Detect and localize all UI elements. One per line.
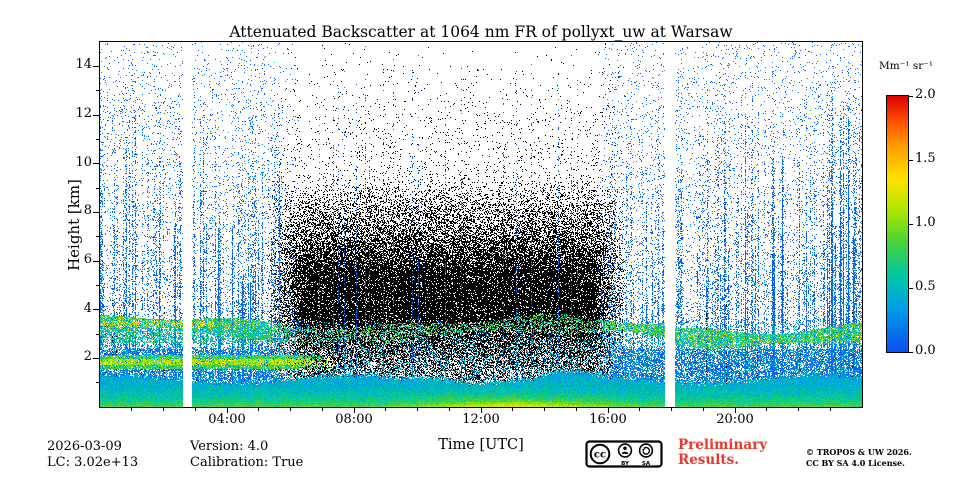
x-minor-tick-mark <box>163 408 164 411</box>
x-minor-tick-mark <box>512 408 514 411</box>
preliminary-note-line2: Results. <box>678 452 739 468</box>
y-minor-tick-mark <box>96 333 99 335</box>
sa-arrow-head <box>641 448 645 452</box>
license-note: CC BY SA 4.0 License. <box>806 458 905 468</box>
colorbar-label: Mm⁻¹ sr⁻¹ <box>879 60 933 72</box>
x-minor-tick-mark <box>321 408 323 411</box>
y-tick-label: 4 <box>83 300 92 316</box>
x-tick-mark <box>607 408 609 413</box>
colorbar-tick-label: 1.0 <box>915 215 936 230</box>
x-minor-tick-mark <box>385 408 387 411</box>
colorbar-tick-label: 1.5 <box>915 151 936 166</box>
x-minor-tick-mark <box>448 408 450 411</box>
x-minor-tick-mark <box>702 408 704 411</box>
x-minor-tick-mark <box>417 408 418 411</box>
plot-area <box>99 41 863 408</box>
x-tick-label: 04:00 <box>208 412 246 427</box>
sa-label: SA <box>642 461 651 467</box>
y-tick-label: 6 <box>83 252 92 267</box>
y-tick-mark <box>93 114 99 116</box>
colorbar <box>886 95 909 353</box>
chart-title: Attenuated Backscatter at 1064 nm FR of … <box>229 23 733 41</box>
footer-date: 2026-03-09 <box>47 439 122 454</box>
x-minor-tick-mark <box>290 408 291 411</box>
y-tick-mark <box>93 65 99 67</box>
x-minor-tick-mark <box>575 408 577 411</box>
badge-border <box>585 440 663 468</box>
colorbar-tick-mark <box>909 95 913 97</box>
colorbar-tick-mark <box>909 159 913 161</box>
colorbar-tick-label: 2.0 <box>915 87 936 102</box>
y-tick-mark <box>93 309 99 311</box>
y-tick-label: 10 <box>75 154 92 170</box>
x-minor-tick-mark <box>131 408 133 411</box>
cc-icon <box>589 443 611 465</box>
y-tick-mark <box>93 211 99 213</box>
y-minor-tick-mark <box>96 236 99 238</box>
by-person-icon <box>617 443 633 458</box>
copyright-note: © TROPOS & UW 2026. <box>806 447 912 457</box>
x-minor-tick-mark <box>671 408 672 411</box>
y-minor-tick-mark <box>96 90 99 92</box>
x-tick-label: 16:00 <box>589 412 627 427</box>
colorbar-tick-mark <box>909 223 913 225</box>
y-tick-label: 12 <box>75 106 92 121</box>
colorbar-tick-mark <box>909 287 913 289</box>
x-minor-tick-mark <box>766 408 768 411</box>
x-axis-label: Time [UTC] <box>438 437 524 453</box>
cc-license-badge: cc BY SA <box>585 440 663 468</box>
y-minor-tick-mark <box>96 187 99 189</box>
footer-lidar-constant: LC: 3.02e+13 <box>47 455 139 470</box>
y-tick-mark <box>93 163 99 165</box>
x-tick-label: 08:00 <box>335 412 373 427</box>
by-person-head <box>623 446 627 451</box>
y-tick-label: 8 <box>83 203 92 219</box>
footer-calibration: Calibration: True <box>190 455 304 470</box>
x-tick-label: 20:00 <box>716 412 754 427</box>
y-minor-tick-mark <box>96 138 99 140</box>
x-tick-mark <box>480 408 482 413</box>
x-minor-tick-mark <box>639 408 641 411</box>
y-tick-label: 14 <box>75 57 92 73</box>
y-minor-tick-mark <box>96 284 99 286</box>
x-tick-mark <box>226 408 228 413</box>
x-minor-tick-mark <box>194 408 196 411</box>
x-minor-tick-mark <box>829 408 831 411</box>
x-minor-tick-mark <box>544 408 545 411</box>
colorbar-tick-mark <box>909 351 913 353</box>
x-tick-label: 12:00 <box>462 412 500 427</box>
cc-icon-text: cc <box>594 450 606 461</box>
x-tick-mark <box>353 408 355 413</box>
sa-arrow-icon <box>638 443 654 458</box>
by-person-body <box>621 451 629 454</box>
y-minor-tick-mark <box>96 382 99 384</box>
y-tick-mark <box>93 260 99 262</box>
x-minor-tick-mark <box>258 408 260 411</box>
x-tick-mark <box>734 408 736 413</box>
x-minor-tick-mark <box>798 408 799 411</box>
colorbar-tick-label: 0.5 <box>915 279 936 294</box>
heatmap-canvas <box>100 42 862 407</box>
colorbar-tick-label: 0.0 <box>915 343 936 358</box>
by-label: BY <box>621 461 630 467</box>
footer-version: Version: 4.0 <box>190 439 269 454</box>
preliminary-note-line1: Preliminary <box>678 437 768 453</box>
y-tick-mark <box>93 357 99 359</box>
sa-arrow-arc <box>642 446 651 455</box>
y-tick-label: 2 <box>83 349 92 365</box>
